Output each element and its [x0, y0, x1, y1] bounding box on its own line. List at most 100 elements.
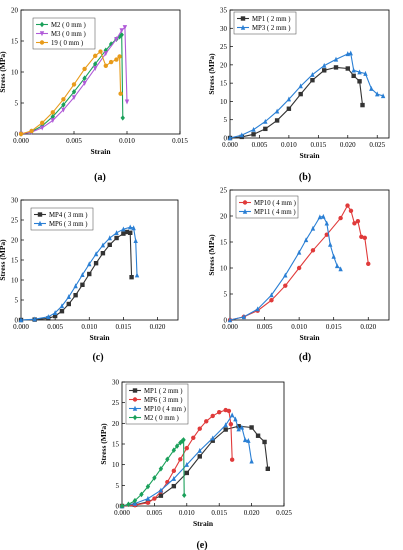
- y-tick-label-e-4: 20: [112, 420, 120, 428]
- legend-marker-b-1: [240, 24, 246, 30]
- legend-marker-e-1: [132, 397, 138, 402]
- data-point-c-1-10: [100, 242, 106, 248]
- data-point-d-0-7: [324, 232, 329, 237]
- data-point-d-1-0: [227, 317, 233, 323]
- x-tick-label-b-3: 0.015: [310, 141, 326, 149]
- data-point-b-1-1: [239, 132, 244, 138]
- data-point-d-0-4: [283, 283, 288, 288]
- x-tick-label-d-4: 0.020: [360, 323, 376, 331]
- data-point-d-0-12: [355, 219, 361, 224]
- data-point-e-2-12: [239, 424, 245, 430]
- data-point-b-0-3: [263, 126, 268, 132]
- data-point-a-0-13: [120, 115, 125, 121]
- data-point-b-1-7: [310, 72, 315, 77]
- data-point-c-0-10: [100, 251, 106, 256]
- data-point-e-2-14: [246, 437, 251, 443]
- data-point-b-1-5: [286, 96, 292, 102]
- chart-panel-b: 0.000 0.005 0.010 0.015 0.020 0.025 0 5 10 15 20 25…: [207, 7, 390, 183]
- data-point-e-3-13: [182, 492, 187, 499]
- data-point-b-0-9: [333, 65, 339, 70]
- y-tick-label-d-4: 20: [220, 213, 228, 221]
- data-point-c-0-12: [114, 235, 119, 241]
- legend-marker-a-2: [39, 40, 45, 45]
- data-point-a-2-0: [18, 131, 24, 137]
- legend-marker-a-0: [39, 21, 45, 28]
- data-point-e-3-1: [126, 501, 131, 508]
- data-point-d-0-13: [359, 234, 364, 239]
- data-point-d-1-2: [255, 306, 260, 312]
- legend-marker-e-3: [132, 414, 138, 421]
- data-point-e-3-6: [158, 466, 164, 472]
- data-point-e-2-10: [233, 416, 238, 422]
- data-point-a-2-3: [50, 110, 55, 115]
- data-point-b-0-8: [322, 68, 327, 73]
- data-point-a-0-7: [93, 61, 98, 67]
- data-point-d-0-8: [338, 215, 343, 221]
- data-point-c-1-5: [66, 294, 71, 299]
- x-tick-label-c-3: 0.015: [116, 323, 132, 331]
- y-tick-label-b-0: 0: [224, 135, 228, 143]
- data-point-a-0-3: [50, 113, 55, 120]
- data-point-e-1-17: [229, 457, 235, 462]
- data-point-e-2-6: [197, 447, 202, 453]
- legend-marker-d-0: [242, 200, 248, 205]
- legend-entry-e-2: MP10 ( 4 mm ): [144, 406, 186, 413]
- data-point-e-3-10: [178, 439, 183, 446]
- data-point-e-0-12: [262, 439, 267, 445]
- data-point-d-1-4: [283, 272, 288, 278]
- data-point-e-0-6: [197, 454, 202, 459]
- data-point-e-1-13: [217, 409, 222, 415]
- data-point-d-1-5: [296, 249, 302, 255]
- data-point-e-1-16: [228, 421, 234, 427]
- legend-entry-b-1: MP3 ( 2 mm ): [252, 25, 291, 32]
- y-tick-label-e-3: 15: [112, 441, 120, 449]
- legend-d: [235, 195, 299, 219]
- y-tick-label-c-3: 15: [11, 257, 19, 265]
- x-tick-label-e-1: 0.005: [147, 509, 163, 517]
- data-point-e-2-3: [158, 487, 164, 493]
- data-point-b-1-12: [351, 67, 356, 73]
- data-point-c-0-14: [124, 229, 130, 235]
- data-point-c-1-2: [46, 314, 51, 319]
- x-tick-label-e-0: 0.000: [114, 509, 130, 517]
- legend-marker-c-1: [37, 220, 43, 226]
- series-line-d-1: [229, 215, 341, 321]
- data-point-e-2-8: [223, 422, 228, 428]
- x-tick-label-b-1: 0.005: [252, 141, 268, 149]
- data-point-a-1-6: [82, 80, 87, 86]
- data-point-c-1-9: [93, 251, 99, 257]
- legend-c: [30, 207, 94, 231]
- y-tick-label-d-1: 5: [224, 291, 228, 299]
- data-point-c-1-6: [73, 283, 78, 289]
- data-point-b-1-6: [298, 83, 303, 89]
- x-tick-label-b-2: 0.010: [281, 141, 297, 149]
- y-tick-label-d-3: 15: [220, 239, 228, 247]
- panel-label-e: (e): [196, 540, 207, 550]
- series-line-c-0: [20, 231, 133, 321]
- data-point-b-0-5: [286, 106, 292, 111]
- data-point-b-0-4: [274, 118, 280, 123]
- y-tick-label-b-1: 5: [224, 116, 228, 124]
- series-line-c-1: [20, 226, 138, 321]
- data-point-a-2-13: [118, 91, 123, 96]
- x-axis-label-a: Strain: [90, 147, 111, 156]
- data-point-a-2-9: [103, 63, 109, 68]
- data-point-b-0-7: [310, 78, 315, 83]
- x-tick-label-c-4: 0.020: [150, 323, 166, 331]
- data-point-e-2-13: [242, 437, 248, 443]
- data-point-b-1-15: [369, 85, 374, 91]
- data-point-c-1-8: [87, 261, 92, 267]
- data-point-e-0-13: [265, 466, 270, 471]
- chart-panel-c: 0.000 0.005 0.010 0.015 0.020 0 5 10 15 20 25 30 Str…: [0, 197, 179, 363]
- y-tick-label-a-0: 0: [15, 131, 19, 139]
- data-point-a-2-4: [61, 97, 66, 102]
- data-point-b-0-13: [360, 102, 365, 108]
- panel-label-c: (c): [92, 352, 103, 363]
- data-point-e-0-4: [171, 483, 177, 489]
- data-point-b-1-14: [363, 70, 368, 76]
- data-point-e-0-7: [210, 438, 215, 443]
- data-point-b-1-8: [322, 62, 327, 68]
- x-tick-label-b-5: 0.025: [369, 141, 385, 149]
- x-tick-label-e-5: 0.025: [276, 509, 292, 517]
- series-line-e-1: [121, 409, 233, 507]
